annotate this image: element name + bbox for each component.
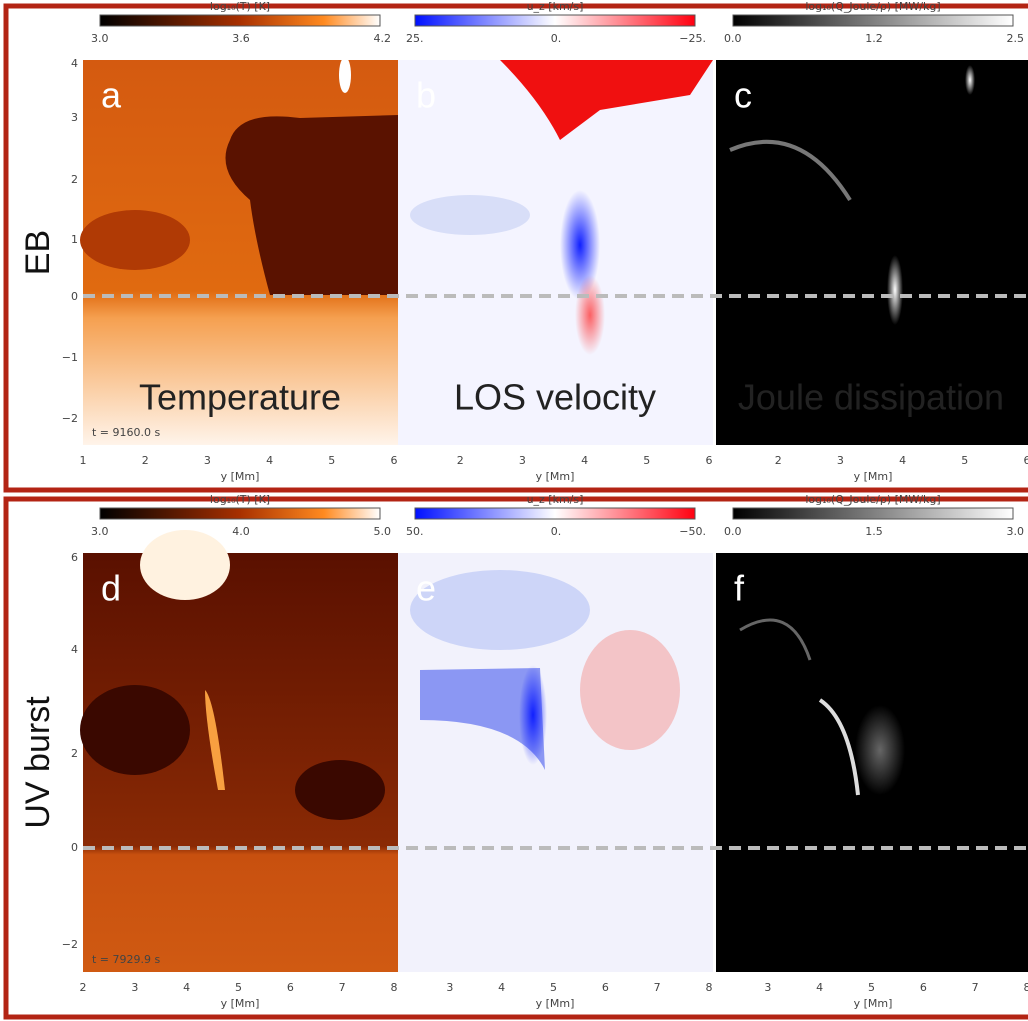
- y-tick-label: 6: [71, 551, 78, 564]
- x-tick-label: 4: [498, 981, 505, 994]
- x-tick-label: 6: [391, 454, 398, 467]
- x-tick-label: 5: [235, 981, 242, 994]
- panel-caption: Joule dissipation: [738, 377, 1004, 418]
- panel-letter: f: [734, 568, 745, 609]
- colorbar-tick-label: 3.6: [232, 32, 250, 45]
- y-tick-label: 4: [71, 643, 78, 656]
- y-tick-label: 3: [71, 111, 78, 124]
- x-tick-label: 8: [391, 981, 398, 994]
- panel-letter: b: [416, 75, 436, 116]
- x-tick-label: 1: [80, 454, 87, 467]
- x-tick-label: 6: [706, 454, 713, 467]
- colorbar-tick-label: 5.0: [374, 525, 392, 538]
- x-tick-label: 6: [287, 981, 294, 994]
- colorbar-tick-label: 1.2: [865, 32, 883, 45]
- colorbar-title: log₁₀(Q_Joule/ρ) [MW/kg]: [805, 493, 940, 506]
- x-tick-label: 7: [654, 981, 661, 994]
- row-label: UV burst: [19, 696, 57, 829]
- x-tick-label: 5: [550, 981, 557, 994]
- x-tick-label: 3: [204, 454, 211, 467]
- row-label: EB: [19, 230, 57, 275]
- panel-letter: e: [416, 568, 436, 609]
- panel-letter: a: [101, 75, 122, 116]
- y-tick-label: −2: [62, 412, 78, 425]
- x-axis-label: y [Mm]: [536, 997, 575, 1010]
- colorbar-title: log₁₀(T) [K]: [210, 493, 270, 506]
- x-tick-label: 8: [1024, 981, 1028, 994]
- x-tick-label: 4: [183, 981, 190, 994]
- x-tick-label: 4: [899, 454, 906, 467]
- colorbar-tick-label: 3.0: [91, 525, 109, 538]
- x-tick-label: 4: [581, 454, 588, 467]
- y-tick-label: −1: [62, 351, 78, 364]
- x-tick-label: 3: [837, 454, 844, 467]
- colorbar-tick-label: 25.: [406, 32, 424, 45]
- x-tick-label: 3: [764, 981, 771, 994]
- x-tick-label: 3: [446, 981, 453, 994]
- colorbar-tick-label: 50.: [406, 525, 424, 538]
- panel-caption: Temperature: [139, 377, 341, 418]
- x-tick-label: 6: [602, 981, 609, 994]
- panel-letter: c: [734, 75, 752, 116]
- colorbar-tick-label: −50.: [679, 525, 706, 538]
- x-tick-label: 5: [868, 981, 875, 994]
- y-tick-label: 1: [71, 233, 78, 246]
- y-tick-label: 4: [71, 57, 78, 70]
- time-label: t = 7929.9 s: [92, 953, 161, 966]
- colorbar-tick-label: 3.0: [1007, 525, 1025, 538]
- colorbar-title: log₁₀(Q_Joule/ρ) [MW/kg]: [805, 0, 940, 13]
- x-tick-label: 2: [80, 981, 87, 994]
- colorbar-tick-label: 0.: [551, 525, 562, 538]
- x-tick-label: 4: [266, 454, 273, 467]
- y-tick-label: 0: [71, 290, 78, 303]
- y-tick-label: 2: [71, 173, 78, 186]
- x-tick-label: 6: [1024, 454, 1028, 467]
- x-tick-label: 4: [816, 981, 823, 994]
- x-tick-label: 8: [706, 981, 713, 994]
- x-tick-label: 5: [328, 454, 335, 467]
- y-tick-label: −2: [62, 938, 78, 951]
- colorbar: [415, 15, 695, 26]
- colorbar-title: u_z [km/s]: [527, 493, 584, 506]
- figure: EB t = 9160.0 s 4 3 2 1 0 −1 −2 log₁₀(T) [K] 3.0 3.…: [0, 0, 1028, 1021]
- panel-letter: d: [101, 568, 121, 609]
- x-tick-label: 7: [339, 981, 346, 994]
- x-tick-label: 3: [131, 981, 138, 994]
- colorbar: [415, 508, 695, 519]
- colorbar-tick-label: 1.5: [865, 525, 883, 538]
- colorbar-tick-label: 4.2: [374, 32, 392, 45]
- x-tick-label: 3: [519, 454, 526, 467]
- x-tick-label: 7: [972, 981, 979, 994]
- colorbar-tick-label: 0.0: [724, 32, 742, 45]
- x-tick-label: 2: [457, 454, 464, 467]
- x-axis-label: y [Mm]: [854, 997, 893, 1010]
- x-axis-label: y [Mm]: [221, 997, 260, 1010]
- colorbar-tick-label: 2.5: [1007, 32, 1025, 45]
- colorbar: [733, 15, 1013, 26]
- colorbar-title: u_z [km/s]: [527, 0, 584, 13]
- colorbar-tick-label: 4.0: [232, 525, 250, 538]
- x-tick-label: 2: [775, 454, 782, 467]
- y-tick-label: 2: [71, 747, 78, 760]
- x-tick-label: 2: [142, 454, 149, 467]
- x-axis-label: y [Mm]: [854, 470, 893, 483]
- colorbar: [100, 15, 380, 26]
- colorbar-tick-label: 0.0: [724, 525, 742, 538]
- colorbar-title: log₁₀(T) [K]: [210, 0, 270, 13]
- x-tick-label: 5: [961, 454, 968, 467]
- colorbar-tick-label: 0.: [551, 32, 562, 45]
- time-label: t = 9160.0 s: [92, 426, 161, 439]
- colorbar: [733, 508, 1013, 519]
- x-axis-label: y [Mm]: [221, 470, 260, 483]
- colorbar: [100, 508, 380, 519]
- x-tick-label: 5: [643, 454, 650, 467]
- x-tick-label: 6: [920, 981, 927, 994]
- colorbar-tick-label: −25.: [679, 32, 706, 45]
- panel-caption: LOS velocity: [454, 377, 656, 418]
- y-tick-label: 0: [71, 841, 78, 854]
- x-axis-label: y [Mm]: [536, 470, 575, 483]
- colorbar-tick-label: 3.0: [91, 32, 109, 45]
